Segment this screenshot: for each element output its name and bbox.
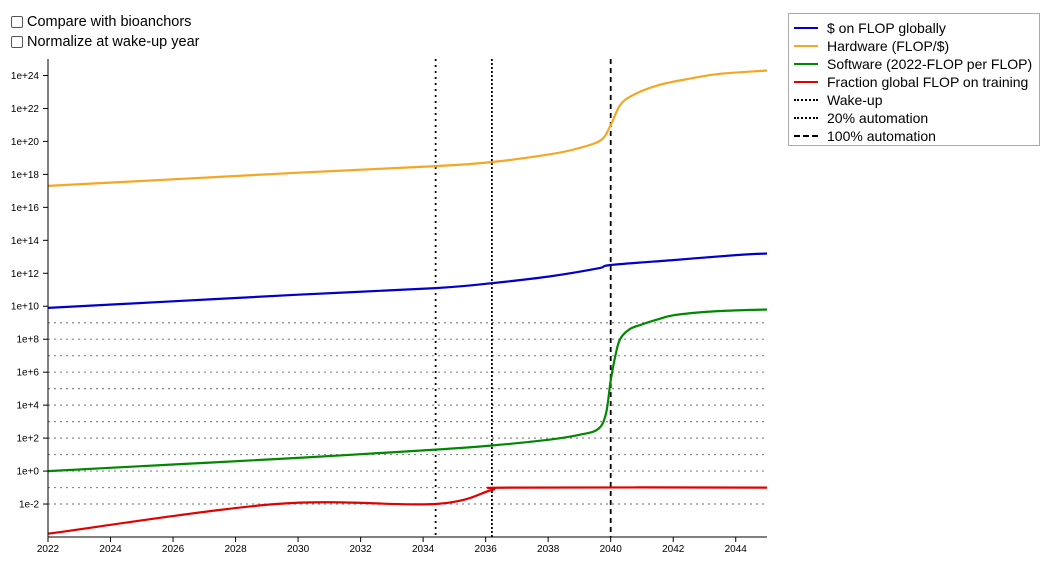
legend-item-wake-up: Wake-up [794,91,883,109]
compare-bioanchors-label: Compare with bioanchors [27,14,192,30]
legend-label: Hardware (FLOP/$) [827,38,950,54]
x-tick-label: 2038 [537,544,560,555]
legend-label: Software (2022-FLOP per FLOP) [827,56,1033,72]
legend-label: $ on FLOP globally [827,20,946,36]
legend-item-training-fraction: Fraction global FLOP on training [794,73,1028,91]
x-tick-label: 2042 [662,544,685,555]
legend-label: 20% automation [827,110,929,126]
y-tick-label: 1e+24 [11,71,40,82]
y-tick-label: 1e+4 [16,401,39,412]
series-line [47,69,768,187]
legend-swatch [794,81,818,83]
legend-swatch [794,45,818,47]
y-tick-label: 1e+22 [11,104,40,115]
normalize-wakeup-checkbox[interactable] [11,36,23,48]
series-line [47,486,768,535]
y-tick-label: 1e+14 [11,236,40,247]
legend-swatch [794,63,818,65]
compare-bioanchors-option[interactable]: Compare with bioanchors [11,14,191,30]
grid-lines [48,322,767,505]
y-tick-label: 1e+20 [11,137,40,148]
series-line [47,308,768,473]
x-tick-label: 2034 [412,544,435,555]
legend-item-20pct-automation: 20% automation [794,109,928,127]
legend-swatch [794,135,818,137]
y-tick-label: 1e+12 [11,269,40,280]
y-tick-label: 1e+16 [11,203,40,214]
y-tick-label: 1e+0 [16,467,39,478]
legend-swatch [794,99,818,101]
y-tick-label: 1e+10 [11,302,40,313]
normalize-wakeup-option[interactable]: Normalize at wake-up year [11,34,199,50]
normalize-wakeup-label: Normalize at wake-up year [27,34,200,50]
x-tick-label: 2040 [600,544,623,555]
legend-label: Fraction global FLOP on training [827,74,1029,90]
axes: 1e-2 1e+0 1e+2 1e+4 1e+6 1e+8 1e+10 1e+12 1e+14 1… [11,59,767,555]
series-line [47,252,768,309]
event-markers [434,59,612,537]
legend: $ on FLOP globally Hardware (FLOP/$) Sof… [788,13,1040,146]
x-tick-label: 2036 [475,544,498,555]
legend-swatch [794,27,818,29]
y-tick-label: 1e+2 [16,434,39,445]
x-tick-label: 2028 [224,544,247,555]
y-tick-label: 1e+8 [16,335,39,346]
legend-item-flop-spending: $ on FLOP globally [794,19,946,37]
x-tick-label: 2024 [99,544,122,555]
compare-bioanchors-checkbox[interactable] [11,16,23,28]
x-tick-label: 2032 [349,544,372,555]
legend-label: 100% automation [827,128,936,144]
legend-item-100pct-automation: 100% automation [794,127,936,145]
legend-swatch [794,117,818,119]
x-tick-label: 2022 [37,544,60,555]
series-lines [47,69,768,535]
x-tick-label: 2026 [162,544,185,555]
legend-label: Wake-up [827,92,883,108]
x-tick-label: 2044 [725,544,748,555]
y-tick-label: 1e-2 [19,500,39,511]
y-tick-label: 1e+18 [11,170,40,181]
x-tick-label: 2030 [287,544,310,555]
legend-item-software: Software (2022-FLOP per FLOP) [794,55,1032,73]
y-tick-label: 1e+6 [16,368,39,379]
legend-item-hardware: Hardware (FLOP/$) [794,37,949,55]
